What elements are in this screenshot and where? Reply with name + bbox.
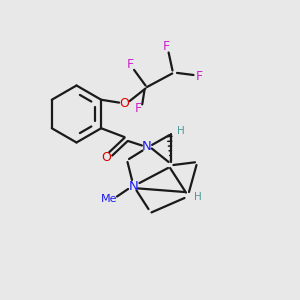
Text: F: F [134, 101, 142, 115]
Text: F: F [127, 58, 134, 71]
Text: Me: Me [101, 194, 118, 205]
Text: O: O [120, 97, 129, 110]
Text: N: N [142, 140, 152, 154]
Text: H: H [177, 126, 184, 136]
Text: F: F [196, 70, 203, 83]
Text: F: F [163, 40, 170, 53]
Text: O: O [102, 151, 111, 164]
Text: H: H [194, 191, 201, 202]
Text: N: N [129, 179, 138, 193]
